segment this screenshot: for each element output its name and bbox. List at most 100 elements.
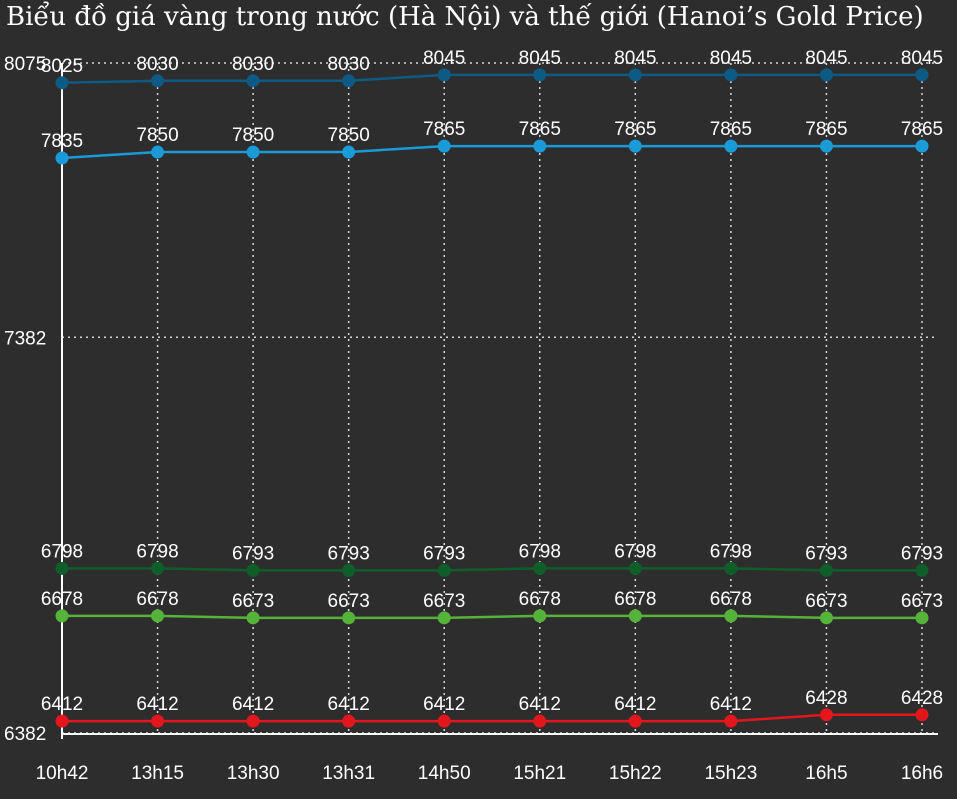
x-tick-label: 16h6 [901, 763, 943, 784]
data-point [915, 611, 929, 625]
series-line [62, 567, 922, 572]
data-point [437, 611, 451, 625]
data-point [342, 74, 356, 88]
data-point [724, 561, 738, 575]
y-tick-label: 7382 [4, 328, 46, 349]
data-label: 6798 [710, 541, 752, 562]
data-point [533, 139, 547, 153]
data-point [628, 561, 642, 575]
data-label: 7865 [805, 119, 847, 140]
data-label: 6412 [614, 694, 656, 715]
series-line [61, 144, 922, 160]
data-point [628, 68, 642, 82]
data-point [342, 611, 356, 625]
y-tick-label: 6382 [4, 724, 46, 745]
data-point [533, 68, 547, 82]
data-point [151, 609, 165, 623]
data-point [628, 714, 642, 728]
x-tick-label: 16h5 [805, 763, 847, 784]
series-line [62, 713, 922, 723]
data-point [342, 714, 356, 728]
data-point [533, 561, 547, 575]
data-label: 8045 [805, 48, 847, 69]
data-label: 7850 [232, 125, 274, 146]
data-label: 6412 [423, 694, 465, 715]
data-point [437, 714, 451, 728]
data-point [151, 561, 165, 575]
data-point [437, 563, 451, 577]
data-label: 6678 [614, 589, 656, 610]
data-point [819, 139, 833, 153]
data-point [724, 714, 738, 728]
data-label: 6793 [901, 543, 943, 564]
data-point [724, 609, 738, 623]
data-point [915, 139, 929, 153]
data-label: 8030 [136, 54, 178, 75]
data-point [533, 714, 547, 728]
data-label: 7865 [614, 119, 656, 140]
data-label: 8045 [614, 48, 656, 69]
x-tick-label: 14h50 [418, 763, 471, 784]
data-label: 6673 [423, 591, 465, 612]
data-point [915, 708, 929, 722]
data-point [819, 68, 833, 82]
data-point [628, 609, 642, 623]
x-tick-label: 15h22 [609, 763, 662, 784]
data-label: 6798 [136, 541, 178, 562]
data-label: 6412 [328, 694, 370, 715]
data-point [246, 563, 260, 577]
data-point [819, 708, 833, 722]
data-label: 6428 [805, 688, 847, 709]
data-label: 6428 [901, 688, 943, 709]
data-point [437, 139, 451, 153]
data-label: 6678 [710, 589, 752, 610]
data-point [342, 563, 356, 577]
series-line [61, 73, 922, 85]
y-tick-label: 8075 [4, 54, 46, 75]
data-label: 7835 [41, 131, 83, 152]
data-point [437, 68, 451, 82]
data-label: 6673 [328, 591, 370, 612]
data-label: 8045 [901, 48, 943, 69]
data-label: 6798 [614, 541, 656, 562]
data-label: 6673 [901, 591, 943, 612]
data-label: 7865 [519, 119, 561, 140]
data-label: 6793 [423, 543, 465, 564]
data-point [246, 74, 260, 88]
data-point [246, 145, 260, 159]
data-label: 6412 [136, 694, 178, 715]
data-label: 6793 [232, 543, 274, 564]
data-point [915, 563, 929, 577]
data-label: 6673 [805, 591, 847, 612]
data-point [151, 714, 165, 728]
x-tick-label: 15h21 [513, 763, 566, 784]
data-label: 8030 [328, 54, 370, 75]
x-tick-label: 13h31 [322, 763, 375, 784]
data-point [246, 611, 260, 625]
data-label: 8025 [41, 56, 83, 77]
chart-title: Biểu đồ giá vàng trong nước (Hà Nội) và … [6, 2, 924, 32]
data-label: 8045 [710, 48, 752, 69]
x-tick-label: 15h23 [704, 763, 757, 784]
data-point [55, 561, 69, 575]
data-label: 6678 [41, 589, 83, 610]
data-label: 6798 [519, 541, 561, 562]
data-point [55, 714, 69, 728]
data-label: 7865 [901, 119, 943, 140]
data-point [724, 139, 738, 153]
data-point [533, 609, 547, 623]
data-point [246, 714, 260, 728]
series-line [62, 614, 922, 620]
data-point [819, 611, 833, 625]
data-point [151, 74, 165, 88]
data-label: 8030 [232, 54, 274, 75]
data-point [55, 609, 69, 623]
data-label: 7865 [423, 119, 465, 140]
data-point [819, 563, 833, 577]
data-point [628, 139, 642, 153]
data-label: 8045 [519, 48, 561, 69]
data-point [55, 151, 69, 165]
data-label: 6793 [328, 543, 370, 564]
x-tick-label: 13h30 [227, 763, 280, 784]
